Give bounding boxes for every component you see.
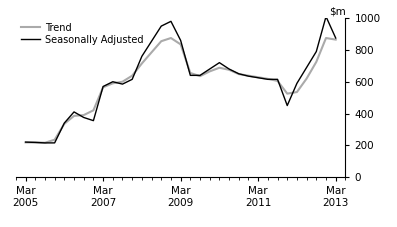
Trend — [217, 66, 222, 69]
Trend — [324, 37, 328, 39]
Seasonally Adjusted — [246, 75, 251, 77]
Seasonally Adjusted — [110, 80, 115, 83]
Seasonally Adjusted — [169, 20, 173, 23]
Seasonally Adjusted — [130, 78, 135, 81]
Trend — [81, 114, 86, 116]
Seasonally Adjusted — [71, 111, 76, 113]
Seasonally Adjusted — [304, 66, 309, 69]
Seasonally Adjusted — [198, 74, 202, 77]
Trend — [198, 75, 202, 77]
Trend — [285, 92, 290, 95]
Trend — [188, 72, 193, 74]
Seasonally Adjusted — [120, 83, 125, 85]
Seasonally Adjusted — [207, 68, 212, 70]
Seasonally Adjusted — [33, 141, 38, 144]
Trend — [333, 38, 338, 41]
Trend — [42, 141, 47, 144]
Seasonally Adjusted — [91, 119, 96, 122]
Seasonally Adjusted — [62, 122, 67, 124]
Line: Seasonally Adjusted: Seasonally Adjusted — [25, 17, 336, 143]
Trend — [295, 91, 299, 93]
Seasonally Adjusted — [314, 50, 319, 53]
Seasonally Adjusted — [149, 40, 154, 42]
Seasonally Adjusted — [188, 74, 193, 77]
Seasonally Adjusted — [178, 39, 183, 42]
Trend — [101, 86, 106, 89]
Trend — [275, 79, 280, 82]
Trend — [256, 76, 260, 79]
Seasonally Adjusted — [227, 68, 231, 70]
Trend — [149, 51, 154, 54]
Trend — [314, 60, 319, 63]
Seasonally Adjusted — [295, 82, 299, 85]
Seasonally Adjusted — [285, 104, 290, 107]
Seasonally Adjusted — [256, 76, 260, 79]
Seasonally Adjusted — [266, 78, 270, 81]
Seasonally Adjusted — [23, 141, 28, 143]
Seasonally Adjusted — [275, 78, 280, 81]
Trend — [52, 138, 57, 141]
Trend — [23, 141, 28, 144]
Trend — [110, 82, 115, 85]
Trend — [120, 80, 125, 83]
Trend — [159, 40, 164, 42]
Trend — [236, 73, 241, 75]
Trend — [169, 37, 173, 39]
Legend: Trend, Seasonally Adjusted: Trend, Seasonally Adjusted — [19, 21, 145, 47]
Seasonally Adjusted — [139, 55, 144, 58]
Trend — [304, 77, 309, 80]
Seasonally Adjusted — [236, 72, 241, 75]
Seasonally Adjusted — [81, 116, 86, 119]
Seasonally Adjusted — [324, 15, 328, 18]
Seasonally Adjusted — [42, 142, 47, 144]
Seasonally Adjusted — [101, 85, 106, 88]
Trend — [178, 43, 183, 46]
Line: Trend: Trend — [25, 38, 336, 143]
Trend — [227, 69, 231, 71]
Trend — [207, 70, 212, 73]
Text: $m: $m — [329, 7, 345, 17]
Seasonally Adjusted — [333, 37, 338, 39]
Seasonally Adjusted — [217, 61, 222, 64]
Trend — [33, 141, 38, 144]
Trend — [91, 109, 96, 112]
Trend — [246, 74, 251, 77]
Trend — [62, 123, 67, 125]
Trend — [130, 74, 135, 77]
Seasonally Adjusted — [52, 142, 57, 144]
Seasonally Adjusted — [159, 25, 164, 27]
Trend — [139, 62, 144, 65]
Trend — [266, 77, 270, 80]
Trend — [71, 114, 76, 117]
